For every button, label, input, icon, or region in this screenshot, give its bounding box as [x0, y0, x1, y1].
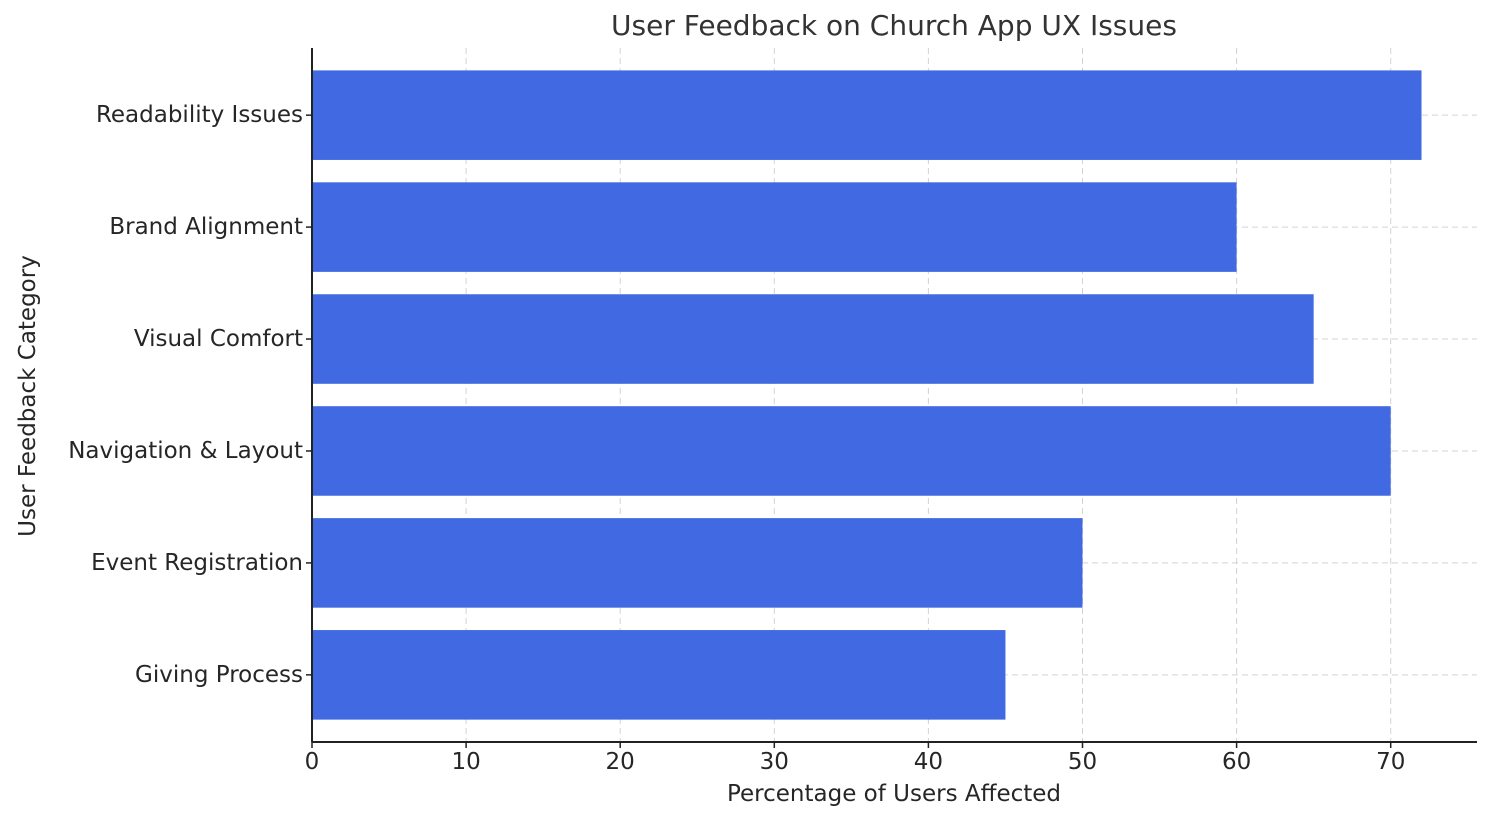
x-tick-label: 20: [606, 749, 635, 775]
bar: [312, 518, 1083, 608]
x-tick-label: 10: [451, 749, 480, 775]
y-tick-label: Navigation & Layout: [68, 438, 303, 464]
bars: [312, 70, 1422, 720]
y-tick-label: Event Registration: [91, 550, 303, 576]
x-tick-label: 40: [914, 749, 943, 775]
y-tick-label: Readability Issues: [96, 102, 303, 128]
y-tick-labels: Giving Process Event Registration Navigati…: [68, 102, 303, 688]
x-tick-label: 70: [1376, 749, 1405, 775]
x-tick-label: 50: [1068, 749, 1097, 775]
bar: [312, 70, 1422, 160]
chart-title: User Feedback on Church App UX Issues: [611, 9, 1177, 42]
x-axis-label: Percentage of Users Affected: [727, 781, 1061, 807]
bar: [312, 294, 1314, 384]
x-tick-label: 0: [305, 749, 320, 775]
x-tick-label: 60: [1222, 749, 1251, 775]
y-tick-label: Visual Comfort: [134, 326, 303, 352]
axes: [306, 48, 1477, 748]
y-tick-label: Giving Process: [135, 662, 303, 688]
y-tick-label: Brand Alignment: [109, 214, 303, 240]
bar: [312, 406, 1391, 496]
x-tick-label: 30: [760, 749, 789, 775]
bar: [312, 182, 1237, 272]
bar: [312, 630, 1006, 720]
y-axis-label: User Feedback Category: [15, 255, 41, 537]
x-tick-labels: 0 10 20 30 40 50 60 70: [305, 749, 1406, 775]
